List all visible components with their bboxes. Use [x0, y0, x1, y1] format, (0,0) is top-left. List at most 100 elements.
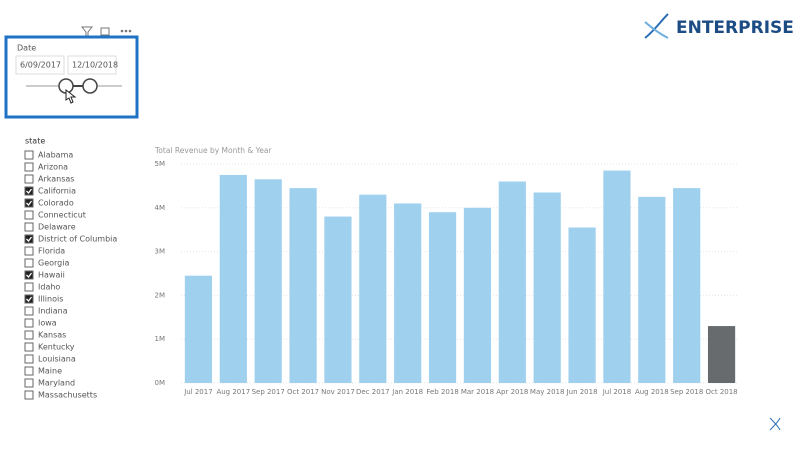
- checkbox[interactable]: [24, 294, 34, 304]
- start-date: 6/09/2017: [20, 61, 61, 70]
- date-slicer-title: Date: [17, 44, 36, 53]
- checkbox[interactable]: [24, 174, 34, 184]
- checkbox[interactable]: [24, 342, 34, 352]
- bar[interactable]: [638, 196, 666, 383]
- x-tick-label: Jan 2018: [391, 388, 423, 396]
- state-label: Hawaii: [38, 271, 65, 280]
- state-label: California: [38, 187, 76, 196]
- checkbox[interactable]: [24, 246, 34, 256]
- state-label: Colorado: [38, 199, 74, 208]
- checkbox[interactable]: [24, 210, 34, 220]
- bar[interactable]: [428, 212, 457, 383]
- state-label: Kansas: [38, 331, 66, 340]
- x-tick-label: May 2018: [530, 388, 565, 396]
- slider-handle[interactable]: [82, 78, 98, 94]
- visual-header-icons[interactable]: [80, 26, 132, 37]
- checkbox[interactable]: [24, 270, 34, 280]
- bar[interactable]: [603, 170, 631, 383]
- state-label: Delaware: [38, 223, 76, 232]
- date-slicer-frame: [4, 35, 139, 119]
- y-tick-label: 1M: [155, 335, 166, 343]
- checkbox[interactable]: [24, 222, 34, 232]
- checkbox[interactable]: [24, 258, 34, 268]
- state-label: District of Columbia: [38, 235, 117, 244]
- bar[interactable]: [324, 216, 352, 383]
- y-tick-label: 4M: [155, 204, 166, 212]
- logo-text: ENTERPRISE DNA: [676, 18, 800, 38]
- x-tick-label: Mar 2018: [461, 388, 494, 396]
- chart-title: Total Revenue by Month & Year: [154, 146, 272, 155]
- bar[interactable]: [394, 203, 422, 383]
- x-tick-label: Jul 2018: [602, 388, 632, 396]
- x-tick-label: Dec 2017: [356, 388, 390, 396]
- state-label: Maryland: [38, 379, 75, 388]
- checkmark: [26, 200, 33, 206]
- logo-icon: [644, 13, 669, 39]
- start-date-box[interactable]: [15, 55, 65, 75]
- end-date: 12/10/2018: [72, 61, 118, 70]
- bar[interactable]: [498, 181, 526, 383]
- x-tick-label: Feb 2018: [426, 388, 458, 396]
- bar[interactable]: [533, 192, 561, 383]
- bar[interactable]: [254, 179, 282, 383]
- bar[interactable]: [568, 227, 596, 383]
- state-label: Massachusetts: [38, 391, 97, 400]
- state-label: Iowa: [38, 319, 57, 328]
- checkbox[interactable]: [24, 306, 34, 316]
- end-date-box[interactable]: [67, 55, 117, 75]
- bar[interactable]: [184, 275, 213, 383]
- y-tick-label: 0M: [155, 379, 166, 387]
- state-label: Arkansas: [38, 175, 74, 184]
- x-tick-label: Jun 2018: [566, 388, 598, 396]
- cursor: [65, 88, 77, 104]
- x-tick-label: Sep 2018: [670, 388, 703, 396]
- state-label: Florida: [38, 247, 65, 256]
- x-tick-label: Oct 2018: [705, 388, 737, 396]
- state-label: Louisiana: [38, 355, 76, 364]
- bar[interactable]: [289, 188, 317, 383]
- checkbox[interactable]: [24, 330, 34, 340]
- checkmark: [26, 296, 33, 302]
- state-label: Georgia: [38, 259, 69, 268]
- checkmark: [26, 188, 33, 194]
- state-label: Alabama: [38, 151, 73, 160]
- state-label: Connecticut: [38, 211, 86, 220]
- bar[interactable]: [463, 207, 492, 383]
- checkbox[interactable]: [24, 162, 34, 172]
- bar[interactable]: [359, 194, 387, 383]
- checkmark: [26, 236, 33, 242]
- x-tick-label: Aug 2017: [216, 388, 250, 396]
- checkbox[interactable]: [24, 150, 34, 160]
- y-tick-label: 3M: [155, 248, 166, 256]
- state-label: Kentucky: [38, 343, 75, 352]
- state-label: Arizona: [38, 163, 68, 172]
- state-label: Indiana: [38, 307, 68, 316]
- checkbox[interactable]: [24, 366, 34, 376]
- y-tick-label: 5M: [155, 160, 166, 168]
- bar[interactable]: [219, 174, 247, 383]
- x-tick-label: Sep 2017: [252, 388, 285, 396]
- x-tick-label: Jul 2017: [183, 388, 213, 396]
- checkmark: [26, 272, 33, 278]
- checkbox[interactable]: [24, 378, 34, 388]
- checkbox[interactable]: [24, 390, 34, 400]
- checkbox[interactable]: [24, 198, 34, 208]
- x-tick-label: Apr 2018: [496, 388, 528, 396]
- x-tick-label: Oct 2017: [287, 388, 319, 396]
- checkbox[interactable]: [24, 282, 34, 292]
- state-label: Illinois: [38, 295, 63, 304]
- state-label: Idaho: [38, 283, 60, 292]
- x-tick-label: Aug 2018: [635, 388, 669, 396]
- bar[interactable]: [673, 188, 701, 383]
- state-label: Maine: [38, 367, 62, 376]
- checkbox[interactable]: [24, 354, 34, 364]
- x-tick-label: Nov 2017: [321, 388, 355, 396]
- mini-logo: [769, 417, 781, 431]
- bar[interactable]: [707, 326, 736, 383]
- checkbox[interactable]: [24, 186, 34, 196]
- checkbox[interactable]: [24, 234, 34, 244]
- y-tick-label: 2M: [155, 291, 166, 299]
- state-slicer-title: state: [25, 137, 45, 146]
- checkbox[interactable]: [24, 318, 34, 328]
